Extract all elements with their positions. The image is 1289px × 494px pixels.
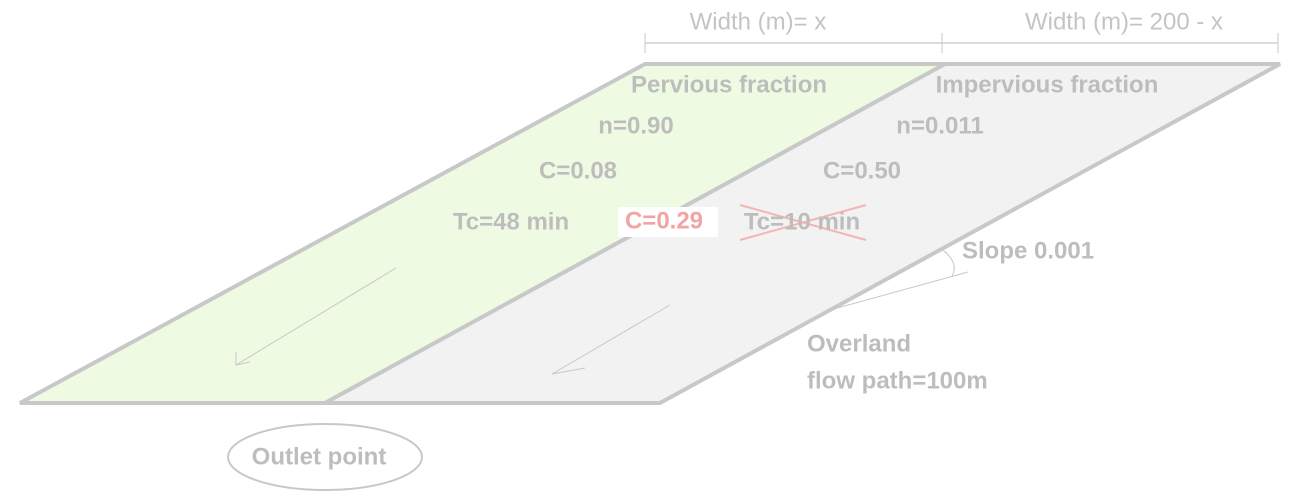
strike-line [739, 204, 867, 241]
highlight-box [618, 207, 718, 237]
combined-c: C=0.29 [625, 207, 703, 234]
width-label: Width (m)= x [690, 8, 827, 35]
outlet-ellipse [227, 423, 423, 491]
impervious-title: Impervious fraction [936, 71, 1159, 98]
pervious-title: Pervious fraction [631, 71, 827, 98]
flow-path-label: flow path=100m [807, 367, 988, 394]
impervious-n: n=0.011 [896, 112, 983, 139]
flow-path-label: Overland [807, 330, 911, 357]
pervious-n: n=0.90 [598, 112, 673, 139]
flow-arrow-head [235, 352, 251, 366]
slope-label: Slope 0.001 [962, 237, 1094, 264]
pervious-c: C=0.08 [539, 157, 617, 184]
impervious-area [324, 62, 1281, 405]
slope-line [829, 271, 969, 311]
slope-arc [939, 247, 955, 277]
flow-arrow [235, 267, 397, 366]
flow-arrow [551, 304, 671, 375]
outlet-label: Outlet point [252, 443, 387, 470]
width-label: Width (m)= 200 - x [1025, 8, 1223, 35]
impervious-tc: Tc=10 min [744, 208, 860, 235]
impervious-c: C=0.50 [823, 157, 901, 184]
flow-arrow-head [551, 367, 586, 375]
pervious-tc: Tc=48 min [453, 208, 569, 235]
